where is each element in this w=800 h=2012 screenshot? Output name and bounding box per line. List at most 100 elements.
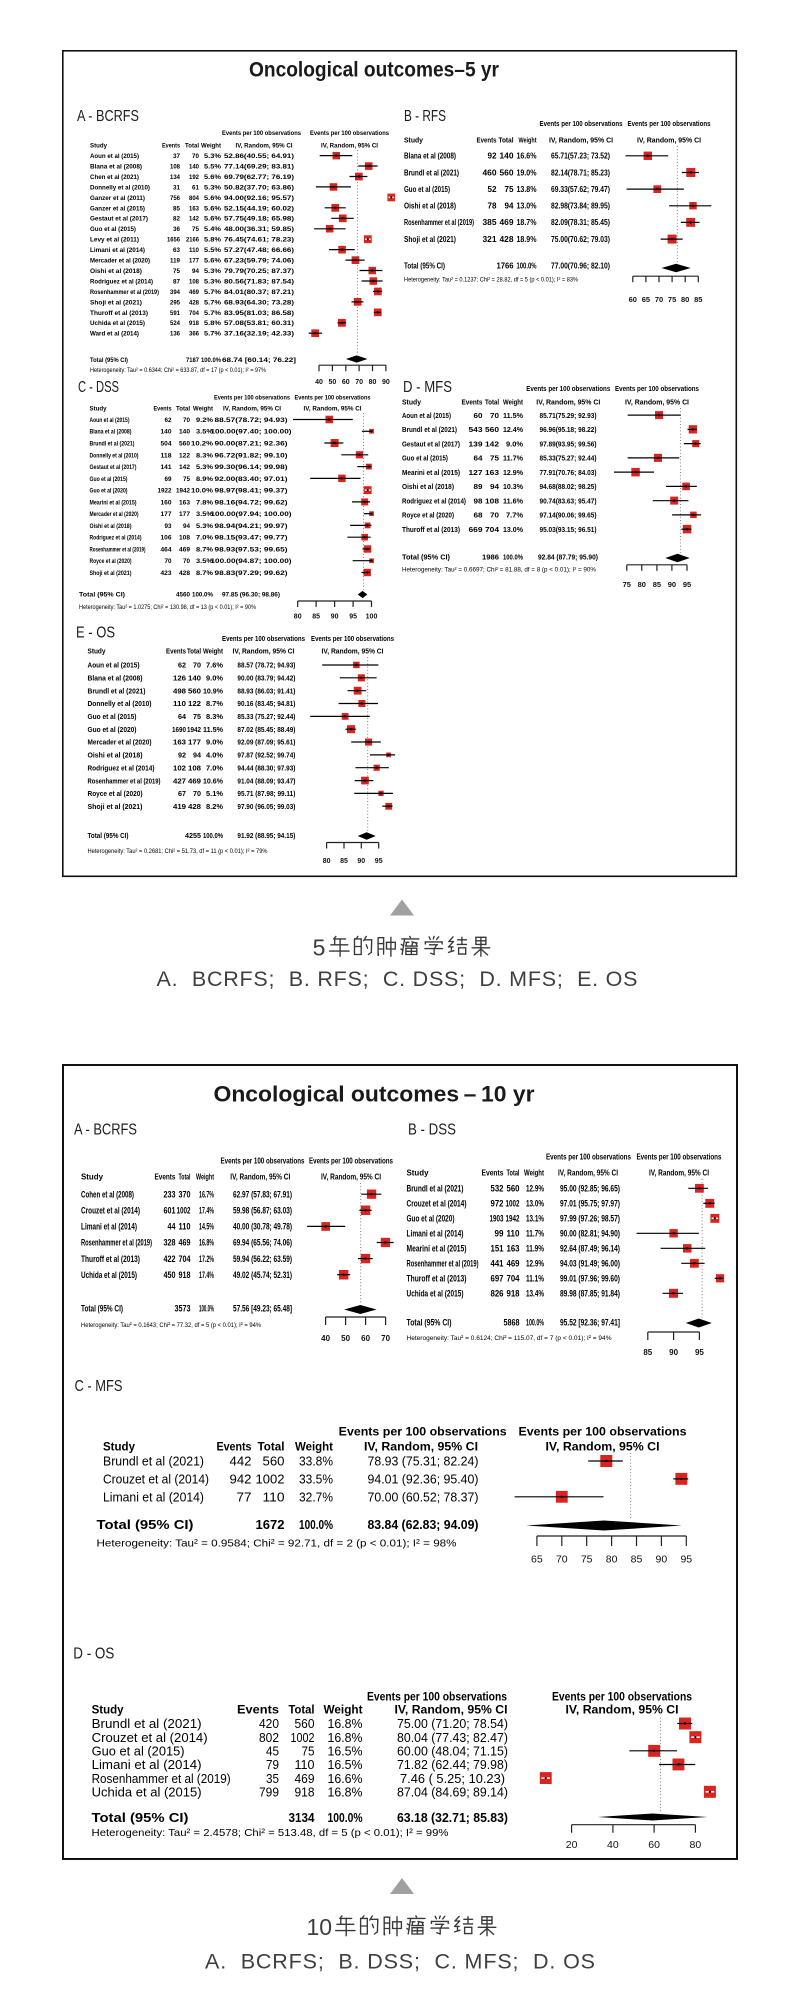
svg-text:13.0%: 13.0% [526,1199,544,1209]
svg-text:5.4%: 5.4% [204,226,221,233]
svg-text:1002: 1002 [291,1730,315,1745]
svg-text:1942: 1942 [176,488,190,495]
svg-text:Events: Events [482,1169,504,1178]
svg-text:96.72(91.82; 99.10): 96.72(91.82; 99.10) [215,452,288,459]
svg-text:Events per 100 observations: Events per 100 observations [628,119,711,128]
svg-text:704: 704 [179,1254,191,1264]
svg-text:Aoun et al (2015): Aoun et al (2015) [88,661,140,670]
svg-text:110: 110 [295,1757,315,1772]
svg-text:3134: 3134 [289,1810,316,1825]
svg-text:Total (95% CI): Total (95% CI) [402,553,450,562]
svg-text:IV, Random, 95% CI: IV, Random, 95% CI [558,1169,618,1178]
svg-text:Study: Study [404,136,424,145]
svg-text:141: 141 [161,464,172,471]
svg-text:8.7%: 8.7% [196,546,213,553]
svg-text:80.56(71.83; 87.54): 80.56(71.83; 87.54) [224,278,294,285]
svg-text:91.04 (88.09; 93.47): 91.04 (88.09; 93.47) [237,776,295,785]
svg-text:Oishi et al (2018): Oishi et al (2018) [90,523,132,530]
svg-text:Total: Total [485,398,499,407]
svg-text:110: 110 [189,247,199,254]
svg-text:233: 233 [164,1189,176,1199]
svg-text:70: 70 [556,1554,568,1566]
svg-text:799: 799 [259,1784,279,1799]
svg-text:Gestaut et al (2017): Gestaut et al (2017) [402,439,460,448]
svg-text:5.6%: 5.6% [204,216,221,223]
svg-text:Events per 100 observations: Events per 100 observations [540,119,623,128]
svg-text:90: 90 [669,1348,678,1357]
svg-text:560: 560 [485,425,499,434]
svg-text:11.7%: 11.7% [503,454,523,463]
svg-text:Limani et al (2014): Limani et al (2014) [407,1229,464,1239]
svg-text:92.84 (87.79; 95.90): 92.84 (87.79; 95.90) [538,553,598,562]
svg-text:Heterogeneity: Tau² = 0.6344;: Heterogeneity: Tau² = 0.6344; Chi² = 633… [90,367,266,374]
svg-text:77.91(70.76; 84.03): 77.91(70.76; 84.03) [540,468,597,477]
svg-text:8.3%: 8.3% [196,452,213,459]
svg-text:Rosenhammer et al (2019): Rosenhammer et al (2019) [88,776,161,785]
svg-text:97.85 (96.30; 98.86): 97.85 (96.30; 98.86) [222,592,280,599]
svg-text:9.0%: 9.0% [206,738,223,747]
svg-text:Study: Study [92,1705,125,1717]
svg-text:110: 110 [179,1222,191,1232]
svg-text:64: 64 [178,712,187,721]
svg-text:Guo et al (2020): Guo et al (2020) [90,488,128,495]
svg-text:69.33(57.62; 79.47): 69.33(57.62; 79.47) [551,185,610,194]
svg-text:18.7%: 18.7% [517,218,537,227]
svg-text:1922: 1922 [158,488,172,495]
svg-text:95: 95 [349,614,357,621]
svg-text:427: 427 [173,776,186,785]
svg-text:102: 102 [173,763,186,772]
svg-text:90: 90 [331,614,339,621]
svg-text:37: 37 [173,153,180,160]
svg-text:18.9%: 18.9% [517,235,537,244]
svg-text:95: 95 [680,1554,692,1566]
svg-text:94.00(92.16; 95.57): 94.00(92.16; 95.57) [224,195,294,202]
svg-text:33.5%: 33.5% [299,1472,333,1487]
svg-text:80: 80 [369,379,377,386]
svg-text:560: 560 [188,686,201,695]
svg-text:804: 804 [189,195,199,202]
svg-text:100: 100 [366,614,378,621]
svg-text:62.97 (57.83; 67.91): 62.97 (57.83; 67.91) [233,1189,292,1199]
svg-text:3.5%: 3.5% [196,429,213,436]
svg-text:7.8%: 7.8% [196,499,213,506]
svg-text:802: 802 [259,1730,279,1745]
svg-text:9.0%: 9.0% [206,674,223,683]
svg-text:918: 918 [295,1784,315,1799]
svg-text:97.14(90.06; 99.65): 97.14(90.06; 99.65) [540,511,597,520]
svg-text:328: 328 [164,1238,176,1248]
svg-text:IV, Random, 95% CI: IV, Random, 95% CI [546,1442,660,1454]
svg-text:139: 139 [469,439,483,448]
svg-text:Gestaut et al (2017): Gestaut et al (2017) [90,216,148,223]
svg-text:Blana et al (2008): Blana et al (2008) [404,152,456,161]
svg-text:7.0%: 7.0% [196,535,213,542]
svg-text:62: 62 [165,417,172,424]
svg-text:134: 134 [170,174,180,181]
svg-text:826: 826 [491,1289,504,1299]
svg-text:70: 70 [193,661,201,670]
svg-text:428: 428 [179,570,190,577]
svg-text:Events per 100 observations: Events per 100 observations [339,1427,507,1439]
svg-text:4.0%: 4.0% [206,751,223,760]
svg-text:Heterogeneity: Tau² = 0.1237;: Heterogeneity: Tau² = 0.1237; Chi² = 28.… [404,277,578,284]
svg-text:12.4%: 12.4% [503,425,523,434]
svg-text:77: 77 [237,1490,252,1505]
svg-text:108: 108 [170,164,180,171]
svg-text:98.83(97.29; 99.62): 98.83(97.29; 99.62) [215,570,288,577]
svg-text:16.6%: 16.6% [517,152,537,161]
svg-text:1903: 1903 [490,1214,504,1224]
svg-text:Heterogeneity: Tau² = 0.9584;: Heterogeneity: Tau² = 0.9584; Chi² = 92.… [97,1538,457,1550]
svg-text:89: 89 [474,482,483,491]
svg-text:5868: 5868 [504,1318,520,1328]
svg-text:560: 560 [295,1716,315,1731]
svg-text:Royce et al (2020): Royce et al (2020) [90,558,132,565]
svg-text:E - OS: E - OS [76,625,115,642]
svg-text:83.84 (62.83; 94.09): 83.84 (62.83; 94.09) [368,1517,479,1532]
svg-text:Royce et al (2020): Royce et al (2020) [88,789,143,798]
svg-text:93: 93 [165,523,172,530]
svg-text:177: 177 [179,511,190,518]
svg-text:122: 122 [188,699,201,708]
svg-text:5.3%: 5.3% [204,278,221,285]
svg-text:Total: Total [499,136,514,145]
svg-text:697: 697 [491,1274,504,1284]
svg-text:70: 70 [490,411,499,420]
